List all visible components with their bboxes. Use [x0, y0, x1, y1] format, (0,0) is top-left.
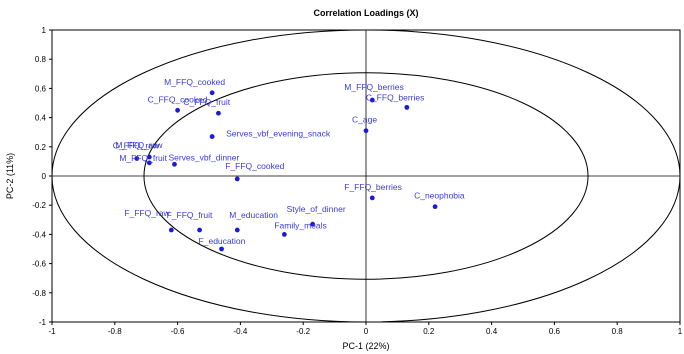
- y-tick-label: -0.6: [32, 260, 46, 269]
- point-m-ffq-cooked: [209, 90, 215, 96]
- y-tick-label: -0.2: [32, 201, 46, 210]
- point-c-neophobia: [432, 204, 438, 210]
- point-c-ffq-raw: [134, 156, 140, 161]
- point-label-f-ffq-fruit: F_FFQ_fruit: [167, 210, 213, 220]
- point-m-ffq-fruit: [146, 160, 152, 166]
- y-axis-ticks: 1 0.8 0.6 0.4 0.2 0 -0.2 -0.4 -0.6 -0.8 -1: [32, 26, 52, 327]
- point-label-serves-vbf-evening-snack: Serves_vbf_evening_snack: [226, 129, 331, 139]
- point-label-style-of-dinner: Style_of_dinner: [287, 204, 346, 214]
- point-label-c-ffq-fruit: C_FFQ_fruit: [183, 97, 230, 107]
- point-style-of-dinner: [310, 221, 316, 227]
- x-tick-label: 1: [678, 327, 683, 336]
- point-c-age: [363, 128, 369, 134]
- y-tick-label: -0.4: [32, 230, 46, 239]
- reference-lines: [52, 30, 680, 322]
- point-c-ffq-cooked: [175, 107, 181, 113]
- point-label-m-ffq-fruit: M_FFQ_fruit: [119, 153, 167, 163]
- point-f-ffq-cooked: [234, 176, 240, 182]
- point-label-f-ffq-raw: F_FFQ_raw: [124, 208, 170, 218]
- point-c-ffq-fruit: [216, 110, 221, 116]
- point-label-c-ffq-raw: C_FFQ_raw: [113, 140, 160, 150]
- point-label-c-ffq-cooked: C_FFQ_cooked: [148, 94, 208, 104]
- point-label-family-meals: Family_meals: [274, 220, 326, 230]
- point-label-m-ffq-raw: M_FFQ_raw: [115, 140, 163, 150]
- point-label-c-ffq-berries: C_FFQ_berries: [366, 92, 425, 102]
- point-label-f-education: F_education: [199, 236, 246, 246]
- y-tick-label: 0.8: [35, 55, 47, 64]
- point-label-c-neophobia: C_neophobia: [414, 191, 465, 201]
- point-m-ffq-berries: [369, 97, 375, 103]
- point-m-education: [234, 227, 240, 233]
- point-c-ffq-berries: [404, 104, 410, 110]
- point-label-serves-vbf-dinner: Serves_vbf_dinner: [168, 152, 239, 162]
- y-tick-label: 0.2: [35, 143, 47, 152]
- x-axis-label: PC-1 (22%): [342, 341, 389, 351]
- x-tick-label: 0.8: [612, 327, 624, 336]
- point-label-f-ffq-berries: F_FFQ_berries: [344, 182, 402, 192]
- y-tick-label: -1: [39, 318, 47, 327]
- x-tick-label: 0.2: [423, 327, 435, 336]
- x-tick-label: 0: [364, 327, 369, 336]
- point-label-f-ffq-cooked: F_FFQ_cooked: [225, 161, 284, 171]
- y-tick-label: 1: [42, 26, 47, 35]
- x-axis-ticks: -1 -0.8 -0.6 -0.4 -0.2 0 0.2 0.4 0.6 0.8 1: [48, 322, 683, 336]
- x-tick-label: 0.4: [486, 327, 498, 336]
- y-axis-label: PC-2 (11%): [5, 153, 15, 199]
- point-f-ffq-berries: [369, 195, 375, 201]
- x-tick-label: -0.6: [171, 327, 185, 336]
- point-label-m-education: M_education: [229, 210, 278, 220]
- point-label-m-ffq-cooked: M_FFQ_cooked: [164, 77, 225, 87]
- x-tick-label: -0.2: [296, 327, 310, 336]
- point-label-c-age: C_age: [352, 115, 377, 125]
- point-f-ffq-fruit: [197, 227, 202, 233]
- y-tick-label: -0.8: [32, 289, 46, 298]
- point-f-education: [219, 246, 224, 252]
- y-tick-label: 0.6: [35, 84, 47, 93]
- point-serves-vbf-evening-snack: [209, 134, 215, 139]
- point-f-ffq-raw: [168, 227, 174, 233]
- x-tick-label: -0.4: [234, 327, 248, 336]
- chart-title: Correlation Loadings (X): [313, 8, 418, 18]
- x-tick-label: -0.8: [108, 327, 122, 336]
- y-tick-label: 0.4: [35, 114, 47, 123]
- x-tick-label: -1: [48, 327, 56, 336]
- x-tick-label: 0.6: [549, 327, 561, 336]
- y-tick-label: 0: [42, 172, 47, 181]
- point-m-ffq-raw: [146, 154, 152, 160]
- point-serves-vbf-dinner: [172, 161, 177, 167]
- point-label-m-ffq-berries: M_FFQ_berries: [344, 82, 404, 92]
- point-family-meals: [281, 232, 287, 237]
